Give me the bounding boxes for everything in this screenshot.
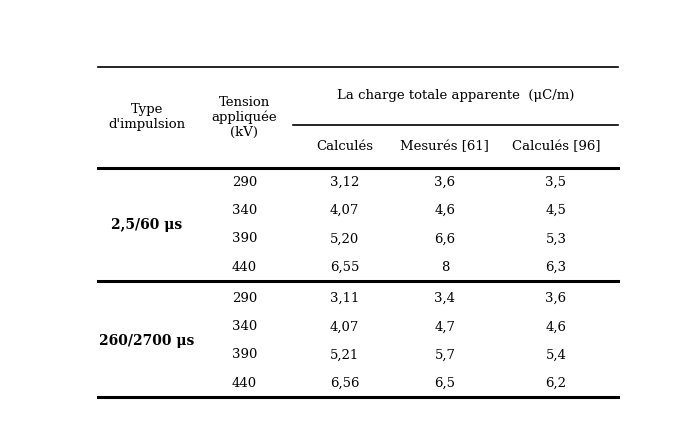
Text: 3,4: 3,4 bbox=[434, 292, 456, 305]
Text: 6,5: 6,5 bbox=[434, 377, 456, 390]
Text: 4,6: 4,6 bbox=[545, 320, 566, 333]
Text: La charge totale apparente  (μC/m): La charge totale apparente (μC/m) bbox=[337, 89, 575, 102]
Text: 3,12: 3,12 bbox=[330, 176, 359, 189]
Text: 5,4: 5,4 bbox=[545, 348, 566, 362]
Text: 3,11: 3,11 bbox=[330, 292, 359, 305]
Text: 8: 8 bbox=[441, 261, 449, 273]
Text: 6,3: 6,3 bbox=[545, 261, 566, 273]
Text: 4,07: 4,07 bbox=[330, 204, 359, 217]
Text: Calculés [96]: Calculés [96] bbox=[512, 140, 600, 153]
Text: 4,6: 4,6 bbox=[434, 204, 456, 217]
Text: 6,56: 6,56 bbox=[330, 377, 359, 390]
Text: 390: 390 bbox=[232, 232, 257, 245]
Text: Type
d'impulsion: Type d'impulsion bbox=[108, 104, 185, 131]
Text: 6,6: 6,6 bbox=[434, 232, 456, 245]
Text: Mesurés [61]: Mesurés [61] bbox=[401, 140, 489, 153]
Text: 2,5/60 μs: 2,5/60 μs bbox=[111, 218, 182, 232]
Text: 440: 440 bbox=[232, 261, 257, 273]
Text: 4,7: 4,7 bbox=[434, 320, 456, 333]
Text: 390: 390 bbox=[232, 348, 257, 362]
Text: Calculés: Calculés bbox=[316, 140, 373, 153]
Text: 6,2: 6,2 bbox=[545, 377, 566, 390]
Text: 5,7: 5,7 bbox=[434, 348, 456, 362]
Text: 260/2700 μs: 260/2700 μs bbox=[99, 334, 194, 348]
Text: 5,21: 5,21 bbox=[330, 348, 359, 362]
Text: 6,55: 6,55 bbox=[330, 261, 359, 273]
Text: 4,07: 4,07 bbox=[330, 320, 359, 333]
Text: 4,5: 4,5 bbox=[545, 204, 566, 217]
Text: 3,6: 3,6 bbox=[434, 176, 456, 189]
Text: Tension
appliquée
(kV): Tension appliquée (kV) bbox=[212, 96, 278, 139]
Text: 3,5: 3,5 bbox=[545, 176, 566, 189]
Text: 340: 340 bbox=[232, 204, 257, 217]
Text: 340: 340 bbox=[232, 320, 257, 333]
Text: 440: 440 bbox=[232, 377, 257, 390]
Text: 290: 290 bbox=[232, 176, 257, 189]
Text: 5,3: 5,3 bbox=[545, 232, 566, 245]
Text: 5,20: 5,20 bbox=[330, 232, 359, 245]
Text: 290: 290 bbox=[232, 292, 257, 305]
Text: 3,6: 3,6 bbox=[545, 292, 566, 305]
